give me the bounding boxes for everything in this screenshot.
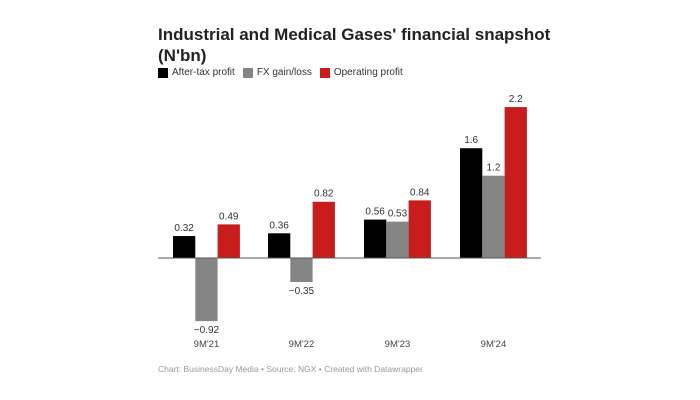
bar — [504, 107, 527, 258]
data-label: −0.92 — [194, 325, 220, 336]
x-tick-label: 9M'22 — [289, 339, 315, 350]
legend-label: Operating profit — [333, 67, 403, 78]
data-label: 1.6 — [464, 135, 478, 146]
bar — [408, 200, 431, 258]
legend-item-fx: FX gain/loss — [242, 67, 312, 78]
data-label: 0.56 — [365, 207, 385, 218]
chart-footer: Chart: BusinessDay Media • Source: NGX •… — [158, 364, 423, 374]
bar — [482, 175, 505, 258]
legend-label: FX gain/loss — [256, 67, 312, 78]
bar — [268, 233, 291, 258]
legend-label: After-tax profit — [172, 67, 235, 78]
bar — [195, 258, 218, 322]
bar — [386, 221, 409, 258]
x-tick-label: 9M'21 — [194, 339, 220, 350]
bar — [290, 258, 313, 283]
chart-title: Industrial and Medical Gases' financial … — [158, 25, 551, 65]
data-label: 0.32 — [174, 223, 194, 234]
data-label: 0.82 — [314, 189, 334, 200]
legend-item-after-tax: After-tax profit — [158, 67, 235, 78]
bar — [217, 224, 240, 258]
data-label: 0.53 — [388, 209, 408, 220]
bar — [312, 201, 335, 258]
data-label: −0.35 — [289, 286, 315, 297]
legend-swatch — [158, 67, 168, 78]
legend: After-tax profit FX gain/loss Operating … — [158, 67, 403, 78]
legend-swatch — [319, 67, 330, 78]
x-tick-label: 9M'24 — [481, 339, 507, 350]
bar — [364, 219, 387, 258]
data-label: 2.2 — [509, 94, 523, 105]
data-label: 0.84 — [410, 187, 430, 198]
data-label: 0.36 — [269, 220, 289, 231]
legend-item-operating: Operating profit — [319, 67, 403, 78]
legend-swatch — [242, 67, 253, 78]
data-label: 1.2 — [486, 163, 500, 174]
bar — [460, 148, 483, 258]
data-label: 0.49 — [219, 211, 239, 222]
bar — [173, 236, 196, 258]
x-tick-label: 9M'23 — [385, 339, 411, 350]
